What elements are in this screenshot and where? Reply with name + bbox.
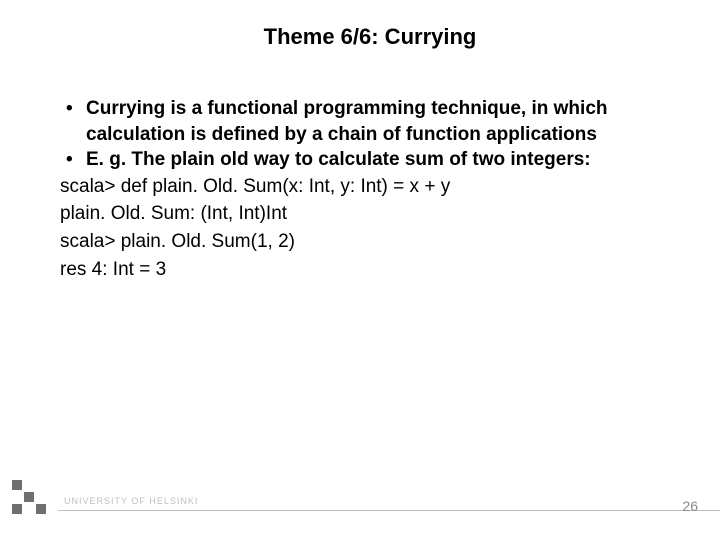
- bullet-text: E. g. The plain old way to calculate sum…: [86, 147, 680, 173]
- bullet-marker-icon: •: [60, 147, 86, 173]
- slide: Theme 6/6: Currying • Currying is a func…: [0, 0, 720, 540]
- code-line: scala> def plain. Old. Sum(x: Int, y: In…: [60, 173, 680, 201]
- bullet-item: • E. g. The plain old way to calculate s…: [60, 147, 680, 173]
- bullet-item: • Currying is a functional programming t…: [60, 96, 680, 147]
- university-name: UNIVERSITY OF HELSINKI: [64, 496, 198, 506]
- code-line: res 4: Int = 3: [60, 256, 680, 284]
- university-logo-icon: [10, 476, 58, 524]
- slide-body: • Currying is a functional programming t…: [60, 96, 680, 283]
- slide-footer: UNIVERSITY OF HELSINKI 26: [0, 476, 720, 540]
- bullet-text: Currying is a functional programming tec…: [86, 96, 680, 147]
- code-line: scala> plain. Old. Sum(1, 2): [60, 228, 680, 256]
- page-number: 26: [682, 498, 698, 514]
- bullet-marker-icon: •: [60, 96, 86, 122]
- code-line: plain. Old. Sum: (Int, Int)Int: [60, 200, 680, 228]
- footer-divider: [58, 510, 720, 511]
- slide-title: Theme 6/6: Currying: [60, 24, 680, 50]
